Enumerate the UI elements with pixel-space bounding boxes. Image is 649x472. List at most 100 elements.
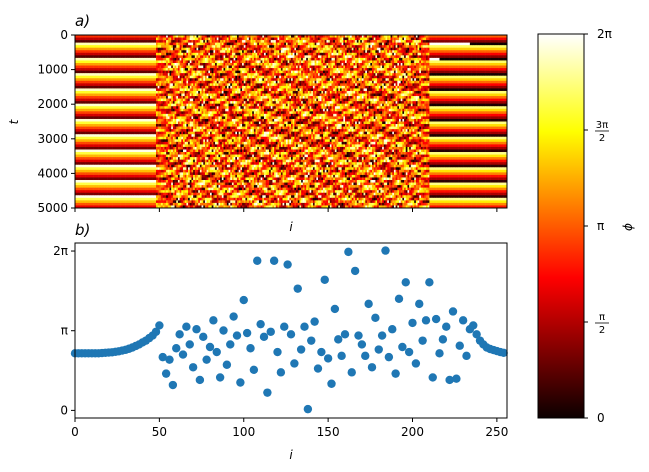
heatmap-cell [159,37,162,41]
heatmap-cell [88,62,91,66]
heatmap-cell [328,37,331,41]
heatmap-cell [500,35,503,38]
heatmap-cell [137,45,140,49]
heatmap-cell [311,65,314,69]
heatmap-cell [186,73,189,76]
heatmap-cell [339,60,342,64]
heatmap-cell [186,52,189,56]
heatmap-cell [186,68,189,71]
heatmap-cell [301,62,304,66]
heatmap-cell [436,70,439,74]
heatmap-cell [137,55,140,59]
heatmap-cell [427,55,430,59]
heatmap-cell [338,78,341,82]
heatmap-cell [366,65,369,69]
heatmap-cell [474,62,477,66]
heatmap-cell [150,62,153,66]
heatmap-cell [458,80,461,84]
heatmap-cell [419,47,422,51]
heatmap-cell [123,47,126,51]
heatmap-cell [215,60,218,64]
heatmap-cell [491,57,494,61]
heatmap-cell [350,80,353,84]
heatmap-cell [88,83,91,87]
heatmap-cell [179,70,182,74]
heatmap-cell [336,78,339,82]
heatmap-cell [154,50,157,54]
heatmap-cell [488,78,491,82]
heatmap-cell [144,42,147,46]
heatmap-cell [312,62,315,66]
heatmap-cell [78,65,81,69]
heatmap-cell [453,37,455,41]
heatmap-cell [75,68,77,71]
heatmap-cell [177,55,180,59]
heatmap-cell [358,55,361,59]
heatmap-cell [231,57,234,61]
heatmap-cell [213,50,216,54]
heatmap-cell [503,55,506,59]
heatmap-cell [397,50,400,54]
heatmap-cell [162,73,165,76]
heatmap-cell [181,65,184,69]
heatmap-cell [464,42,467,46]
heatmap-cell [402,80,405,84]
heatmap-cell [383,78,386,82]
heatmap-cell [488,57,491,61]
heatmap-cell [422,37,425,41]
heatmap-cell [156,78,158,82]
heatmap-cell [262,45,265,49]
heatmap-cell [216,50,219,54]
heatmap-cell [208,80,211,84]
heatmap-cell [291,73,293,76]
heatmap-cell [338,45,341,49]
heatmap-cell [382,42,385,46]
heatmap-cell [473,35,476,38]
heatmap-cell [181,60,184,64]
heatmap-cell [498,75,501,79]
heatmap-cell [78,57,81,61]
heatmap-cell [282,73,285,76]
heatmap-cell [134,70,137,74]
heatmap-cell [140,60,143,64]
heatmap-cell [260,60,263,64]
heatmap-cell [237,78,239,82]
heatmap-cell [267,80,270,84]
heatmap-cell [208,42,211,46]
heatmap-cell [459,57,462,61]
heatmap-cell [476,62,479,66]
heatmap-cell [414,68,417,71]
heatmap-cell [118,62,121,66]
heatmap-cell [439,80,442,84]
heatmap-cell [437,50,440,54]
heatmap-cell [306,47,309,51]
heatmap-cell [110,62,113,66]
heatmap-cell [95,50,98,54]
heatmap-cell [480,80,482,84]
heatmap-cell [474,70,477,74]
heatmap-cell [471,70,474,74]
heatmap-cell [393,73,396,76]
heatmap-cell [166,75,169,79]
heatmap-cell [431,62,434,66]
heatmap-cell [429,70,432,74]
heatmap-cell [439,57,442,61]
heatmap-cell [442,52,445,56]
heatmap-cell [365,68,368,71]
heatmap-cell [434,73,437,76]
heatmap-cell [108,42,111,46]
heatmap-cell [388,45,391,49]
heatmap-cell [404,50,407,54]
heatmap-cell [83,45,86,49]
heatmap-cell [91,40,94,43]
heatmap-cell [157,52,160,56]
heatmap-cell [495,37,498,41]
heatmap-cell [436,52,439,56]
heatmap-cell [260,47,263,51]
heatmap-cell [474,45,477,49]
heatmap-cell [174,68,177,71]
heatmap-cell [383,35,386,38]
heatmap-cell [218,52,221,56]
heatmap-cell [279,40,282,43]
heatmap-cell [446,80,449,84]
